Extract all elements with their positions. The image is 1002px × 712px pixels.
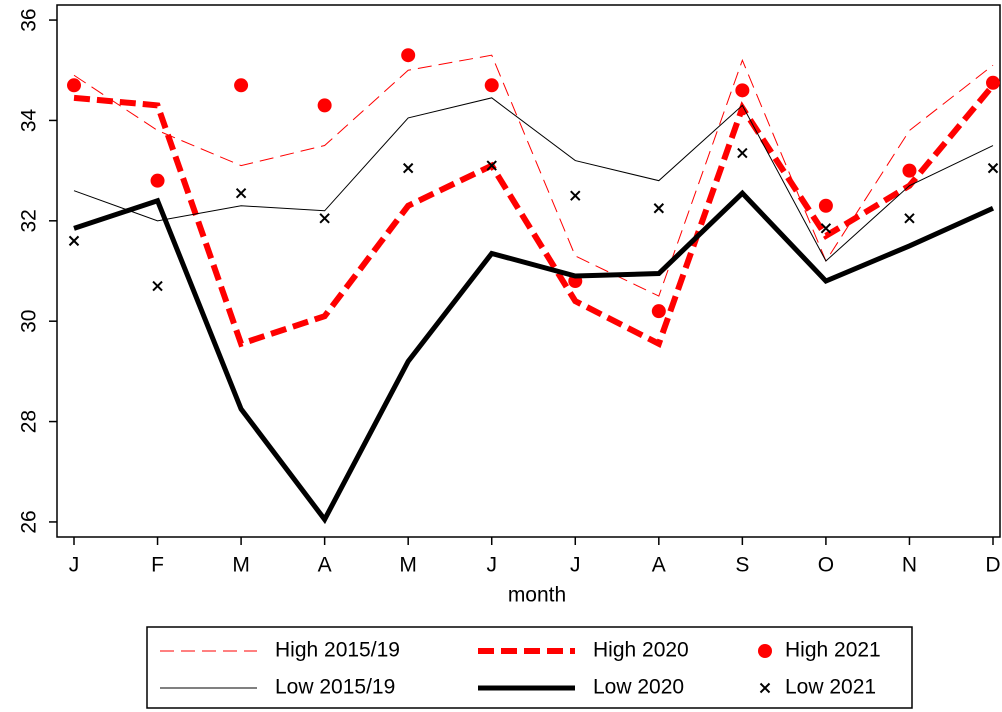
dot-marker — [67, 78, 81, 93]
cross-marker — [486, 160, 497, 171]
x-tick-label: S — [735, 554, 749, 577]
legend-label: Low 2015/19 — [275, 676, 395, 699]
x-axis-title: month — [508, 584, 566, 607]
dot-marker — [484, 78, 499, 93]
cross-marker — [759, 682, 771, 694]
dot-marker — [234, 78, 249, 93]
dot-marker — [651, 304, 666, 319]
x-tick-label: J — [69, 554, 80, 577]
legend-label: High 2020 — [593, 639, 689, 662]
legend-label: High 2021 — [785, 639, 881, 662]
y-tick-label: 32 — [18, 209, 41, 232]
series-line — [73, 189, 995, 525]
legend-label: Low 2020 — [593, 676, 684, 699]
y-tick-label: 28 — [18, 410, 41, 433]
legend-label: Low 2021 — [785, 676, 876, 699]
cross-marker — [904, 213, 915, 224]
x-tick-label: D — [985, 554, 1000, 577]
dot-marker — [317, 98, 332, 113]
cross-marker — [820, 223, 832, 234]
x-tick-label: A — [652, 554, 666, 577]
series-line — [73, 54, 994, 297]
y-tick-label: 36 — [18, 8, 41, 31]
x-tick-label: O — [818, 554, 834, 577]
dot-marker — [818, 198, 833, 213]
cross-marker — [152, 280, 163, 292]
x-tick-label: F — [151, 554, 164, 577]
dot-marker — [986, 75, 1000, 90]
dot-marker — [758, 644, 772, 658]
cross-marker — [402, 162, 414, 174]
x-tick-label: N — [902, 554, 917, 577]
x-tick-label: M — [232, 554, 250, 577]
y-tick-label: 34 — [18, 108, 41, 132]
y-tick-label: 30 — [18, 310, 41, 333]
y-tick-label: 26 — [18, 510, 41, 533]
cross-marker — [653, 203, 665, 214]
cross-marker — [987, 162, 999, 174]
dot-marker — [902, 163, 917, 178]
cross-marker — [319, 213, 330, 224]
x-tick-label: M — [399, 554, 417, 577]
series-line — [73, 97, 994, 262]
dot-marker — [150, 173, 165, 188]
cross-marker — [68, 235, 80, 247]
legend-label: High 2015/19 — [275, 639, 400, 662]
dot-marker — [401, 48, 416, 63]
x-tick-label: J — [570, 554, 581, 577]
plot-frame — [56, 4, 1001, 538]
cross-marker — [737, 147, 748, 159]
cross-marker — [235, 188, 247, 199]
cross-marker — [570, 190, 581, 201]
x-tick-label: A — [318, 554, 332, 577]
dot-marker — [735, 83, 750, 98]
x-tick-label: J — [486, 554, 497, 577]
legend-box — [146, 626, 913, 709]
